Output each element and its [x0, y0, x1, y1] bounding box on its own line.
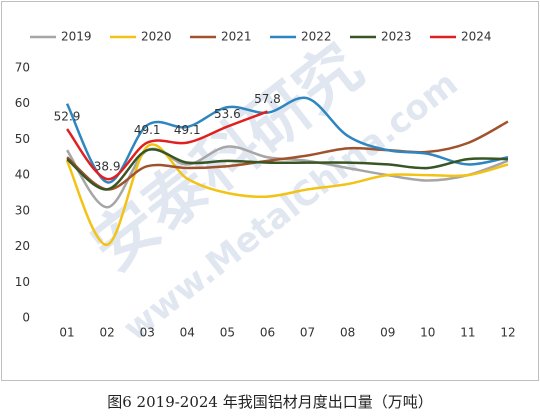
legend-label: 2021: [221, 30, 252, 44]
x-tick-label: 02: [99, 326, 114, 340]
series-line: [66, 120, 509, 191]
data-label: 53.6: [214, 107, 241, 121]
series-line: [66, 110, 268, 181]
legend-label: 2020: [141, 30, 172, 44]
y-tick-label: 10: [15, 275, 30, 289]
series-line: [65, 143, 509, 247]
x-tick-label: 03: [140, 326, 155, 340]
legend-label: 2024: [461, 30, 492, 44]
legend-label: 2022: [301, 30, 332, 44]
y-tick-label: 70: [15, 61, 30, 75]
y-tick-label: 50: [15, 132, 30, 146]
x-tick-label: 11: [460, 326, 475, 340]
caption: 图6 2019-2024 年我国铝材月度出口量（万吨）: [107, 393, 433, 411]
x-tick-label: 07: [300, 326, 315, 340]
data-label: 38.9: [94, 160, 121, 174]
x-tick-label: 06: [260, 326, 275, 340]
data-label: 49.1: [134, 123, 161, 137]
data-label: 49.1: [174, 123, 201, 137]
y-tick-label: 20: [15, 239, 30, 253]
legend-label: 2019: [61, 30, 92, 44]
series-line: [66, 148, 508, 191]
x-tick-label: 09: [380, 326, 395, 340]
x-tick-label: 08: [340, 326, 355, 340]
chart-frame: [1, 1, 539, 381]
x-tick-label: 05: [220, 326, 235, 340]
x-tick-label: 12: [500, 326, 515, 340]
series-line: [65, 96, 509, 184]
y-tick-label: 40: [15, 168, 30, 182]
y-tick-label: 30: [15, 203, 30, 217]
x-tick-label: 01: [59, 326, 74, 340]
x-tick-label: 10: [420, 326, 435, 340]
x-tick-label: 04: [180, 326, 195, 340]
y-tick-label: 0: [22, 311, 30, 325]
data-label: 52.9: [54, 110, 81, 124]
data-label: 57.8: [254, 92, 281, 106]
y-tick-label: 60: [15, 96, 30, 110]
legend-label: 2023: [381, 30, 412, 44]
